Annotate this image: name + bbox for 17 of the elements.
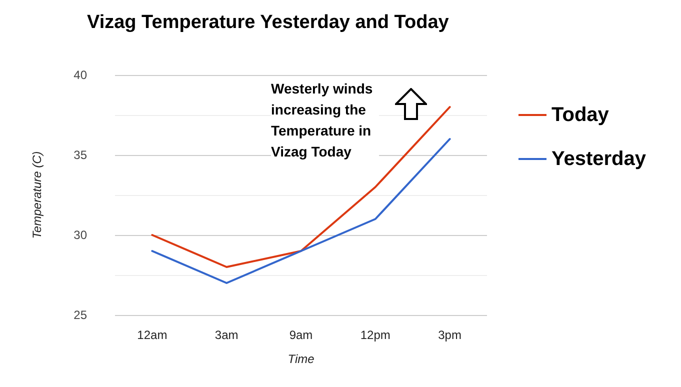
annotation: Westerly winds increasing the Temperature in Vizag Today	[271, 80, 377, 160]
line-series	[151, 138, 451, 284]
x-tick-label: 3am	[214, 328, 238, 342]
x-axis-title: Time	[288, 352, 315, 366]
y-tick-label: 25	[74, 308, 88, 322]
legend-label: Today	[551, 104, 610, 126]
y-axis-title: Temperature (C)	[30, 151, 44, 239]
x-tick-label: 12pm	[360, 328, 390, 342]
chart-title: Vizag Temperature Yesterday and Today	[87, 12, 450, 33]
legend-label: Yesterday	[551, 148, 647, 170]
y-tick-label: 35	[74, 148, 88, 162]
y-tick-label: 30	[74, 228, 88, 242]
x-tick-label: 12am	[137, 328, 168, 342]
y-tick-label: 40	[74, 68, 88, 82]
x-tick-label: 9am	[289, 328, 313, 342]
line-series	[151, 106, 451, 268]
x-tick-label: 3pm	[438, 328, 462, 342]
